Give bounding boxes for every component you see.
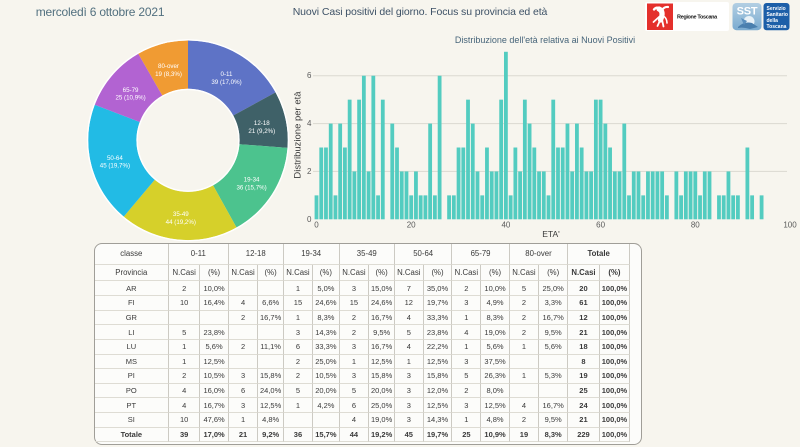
svg-text:50-64: 50-64 <box>107 155 123 162</box>
svg-text:44 (19,2%): 44 (19,2%) <box>166 219 196 226</box>
svg-text:6: 6 <box>307 71 312 80</box>
svg-text:Regione Toscana: Regione Toscana <box>677 15 718 21</box>
svg-text:0: 0 <box>314 221 319 230</box>
svg-text:36 (15,7%): 36 (15,7%) <box>236 184 266 191</box>
svg-text:SST: SST <box>737 6 758 18</box>
svg-text:21 (9,2%): 21 (9,2%) <box>248 128 275 135</box>
svg-text:2: 2 <box>307 167 312 176</box>
svg-text:45 (19,7%): 45 (19,7%) <box>100 163 130 170</box>
svg-text:80: 80 <box>691 221 700 230</box>
svg-text:Servizio: Servizio <box>767 6 786 12</box>
svg-text:della: della <box>767 18 779 24</box>
svg-text:100: 100 <box>783 221 797 230</box>
svg-text:60: 60 <box>596 221 605 230</box>
svg-text:0-11: 0-11 <box>221 71 233 78</box>
svg-text:Distribuzione dell'età relativ: Distribuzione dell'età relativa ai Nuovi… <box>455 35 635 45</box>
svg-text:4: 4 <box>307 119 312 128</box>
svg-text:39 (17,0%): 39 (17,0%) <box>211 79 241 86</box>
svg-text:Sanitario: Sanitario <box>767 12 788 18</box>
svg-text:65-79: 65-79 <box>123 87 139 94</box>
svg-text:20: 20 <box>407 221 416 230</box>
svg-text:ETA': ETA' <box>542 229 560 239</box>
svg-text:Toscana: Toscana <box>767 24 787 30</box>
svg-text:19-34: 19-34 <box>244 177 260 184</box>
svg-text:25 (10,9%): 25 (10,9%) <box>115 95 145 102</box>
svg-text:80-over: 80-over <box>158 63 179 70</box>
svg-text:19 (8,3%): 19 (8,3%) <box>155 71 182 78</box>
svg-text:0: 0 <box>307 215 312 224</box>
svg-text:12-18: 12-18 <box>254 120 270 127</box>
svg-text:35-49: 35-49 <box>173 211 189 218</box>
svg-text:Distribuzione per età: Distribuzione per età <box>293 91 304 179</box>
svg-text:40: 40 <box>501 221 510 230</box>
